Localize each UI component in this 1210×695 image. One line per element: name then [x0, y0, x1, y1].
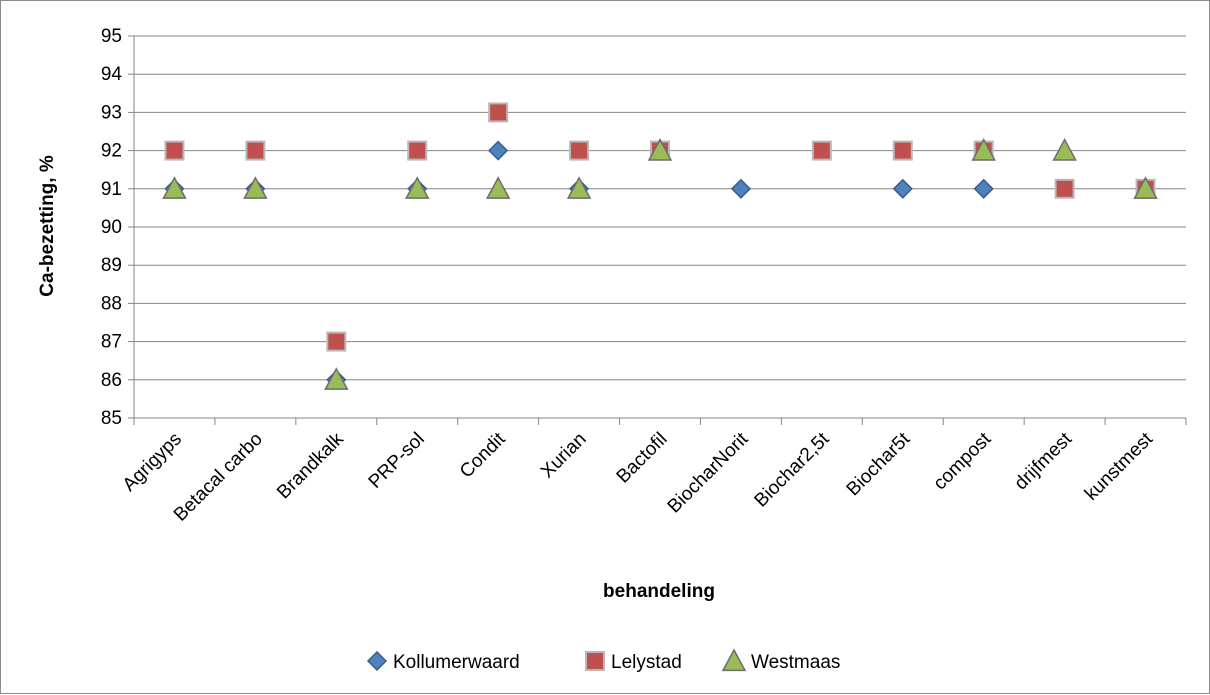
point-westmaas: [1133, 176, 1158, 199]
point-kollumerwaard: [488, 140, 509, 161]
y-tick-label: 90: [101, 217, 122, 238]
point-westmaas: [324, 367, 349, 390]
x-tick-label: Biochar5t: [843, 428, 915, 500]
y-axis-title: Ca-bezetting, %: [37, 155, 58, 297]
point-westmaas: [404, 176, 430, 199]
y-tick-label: 87: [101, 332, 122, 353]
axes: [128, 35, 1187, 425]
x-tick-label: drijfmest: [1011, 428, 1077, 494]
point-lelystad: [245, 140, 266, 161]
y-tick-labels: 85 86 87 88 89 90 91 92 93 94 95: [101, 26, 123, 429]
legend-marker-kollumerwaard: [366, 650, 388, 672]
y-tick-label: 95: [101, 26, 122, 47]
point-westmaas: [647, 138, 673, 161]
point-westmaas: [162, 176, 187, 199]
legend-label: Lelystad: [611, 652, 682, 673]
y-tick-label: 88: [101, 293, 122, 314]
legend: Kollumerwaard Lelystad Westmaas: [366, 648, 840, 673]
x-tick-label: PRP-sol: [365, 429, 429, 493]
y-tick-label: 93: [101, 102, 122, 123]
y-tick-label: 85: [101, 408, 122, 429]
x-tick-label: kunstmest: [1081, 428, 1158, 505]
point-lelystad: [488, 102, 509, 123]
y-tick-label: 86: [101, 370, 122, 391]
point-lelystad: [164, 140, 185, 161]
x-tick-label: Biochar2,5t: [751, 428, 834, 511]
point-kollumerwaard: [730, 178, 751, 199]
point-westmaas: [243, 176, 268, 199]
x-tick-label: Bactofil: [613, 429, 672, 488]
point-kollumerwaard: [973, 178, 994, 199]
y-tick-label: 92: [101, 141, 122, 162]
legend-label: Kollumerwaard: [393, 652, 520, 673]
legend-marker-lelystad: [585, 651, 605, 671]
legend-marker-westmaas: [721, 648, 747, 672]
point-kollumerwaard: [892, 178, 913, 199]
gridlines: [134, 35, 1186, 381]
point-lelystad: [326, 331, 347, 352]
y-tick-label: 89: [101, 255, 122, 276]
point-westmaas: [971, 138, 996, 161]
point-westmaas: [485, 176, 511, 199]
point-lelystad: [1054, 178, 1075, 199]
x-tick-label: compost: [930, 428, 996, 494]
y-tick-label: 94: [101, 64, 123, 85]
point-lelystad: [892, 140, 913, 161]
point-lelystad: [811, 140, 832, 161]
y-tick-label: 91: [101, 179, 122, 200]
x-tick-label: Xurian: [537, 429, 591, 483]
point-westmaas: [566, 176, 592, 199]
x-tick-label: BiocharNorit: [664, 428, 753, 517]
point-lelystad: [569, 140, 590, 161]
point-lelystad: [407, 140, 428, 161]
point-westmaas: [1052, 138, 1077, 161]
legend-label: Westmaas: [751, 652, 840, 673]
data-points: [162, 102, 1158, 390]
x-tick-label: Agrigyps: [119, 429, 186, 496]
x-axis-title: behandeling: [603, 581, 715, 602]
x-tick-label: Condit: [456, 428, 510, 482]
x-tick-label: Brandkalk: [273, 428, 348, 503]
